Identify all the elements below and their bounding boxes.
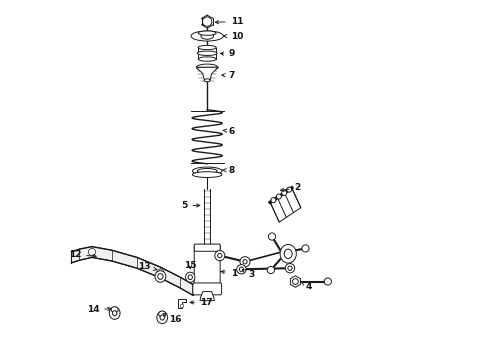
Ellipse shape [159, 311, 166, 317]
Circle shape [268, 266, 274, 274]
Text: 8: 8 [222, 166, 234, 175]
Polygon shape [200, 292, 215, 301]
Circle shape [293, 279, 298, 284]
Ellipse shape [158, 274, 163, 279]
Polygon shape [291, 276, 300, 287]
Ellipse shape [197, 51, 217, 55]
Text: 5: 5 [181, 202, 200, 210]
Circle shape [285, 264, 294, 273]
Ellipse shape [201, 33, 214, 39]
Circle shape [215, 251, 225, 261]
Circle shape [202, 17, 212, 26]
Circle shape [302, 245, 309, 252]
Ellipse shape [198, 57, 216, 61]
Text: 14: 14 [87, 305, 111, 314]
Circle shape [269, 233, 275, 240]
FancyBboxPatch shape [194, 244, 220, 251]
Ellipse shape [188, 275, 193, 280]
Circle shape [288, 266, 292, 270]
Ellipse shape [204, 79, 210, 82]
FancyBboxPatch shape [193, 283, 221, 295]
Circle shape [88, 248, 96, 256]
Ellipse shape [157, 311, 168, 324]
Circle shape [243, 260, 247, 264]
Ellipse shape [197, 168, 217, 174]
Text: 3: 3 [242, 270, 254, 279]
Text: 17: 17 [190, 298, 213, 307]
Ellipse shape [198, 45, 216, 50]
Ellipse shape [193, 172, 222, 177]
Text: 15: 15 [184, 261, 196, 270]
Circle shape [237, 265, 246, 274]
Circle shape [240, 257, 250, 267]
Polygon shape [178, 299, 186, 308]
Text: 7: 7 [222, 71, 235, 80]
Ellipse shape [109, 307, 120, 319]
Ellipse shape [111, 307, 118, 312]
Circle shape [180, 304, 184, 308]
Text: 6: 6 [223, 126, 235, 135]
Ellipse shape [193, 167, 222, 175]
Text: 13: 13 [138, 262, 157, 271]
Ellipse shape [284, 249, 292, 258]
Text: 11: 11 [215, 17, 243, 26]
Circle shape [324, 278, 331, 285]
Ellipse shape [186, 272, 195, 282]
Circle shape [157, 269, 164, 276]
Ellipse shape [198, 31, 216, 35]
Polygon shape [196, 67, 218, 80]
Circle shape [276, 194, 281, 199]
Text: 2: 2 [280, 184, 301, 192]
Text: 12: 12 [69, 250, 96, 259]
FancyBboxPatch shape [194, 244, 220, 290]
Circle shape [218, 253, 222, 258]
Circle shape [271, 198, 276, 203]
Ellipse shape [113, 311, 117, 316]
Text: 16: 16 [163, 314, 182, 324]
Circle shape [287, 187, 292, 192]
Text: 1: 1 [221, 269, 237, 278]
Text: 9: 9 [220, 49, 235, 58]
Ellipse shape [191, 31, 223, 41]
Ellipse shape [280, 244, 296, 263]
Text: 4: 4 [302, 282, 312, 291]
Circle shape [239, 267, 244, 271]
Ellipse shape [155, 271, 166, 282]
Polygon shape [72, 247, 193, 295]
Ellipse shape [160, 315, 164, 320]
Circle shape [282, 190, 287, 195]
Ellipse shape [196, 64, 218, 71]
Text: 10: 10 [224, 32, 243, 41]
